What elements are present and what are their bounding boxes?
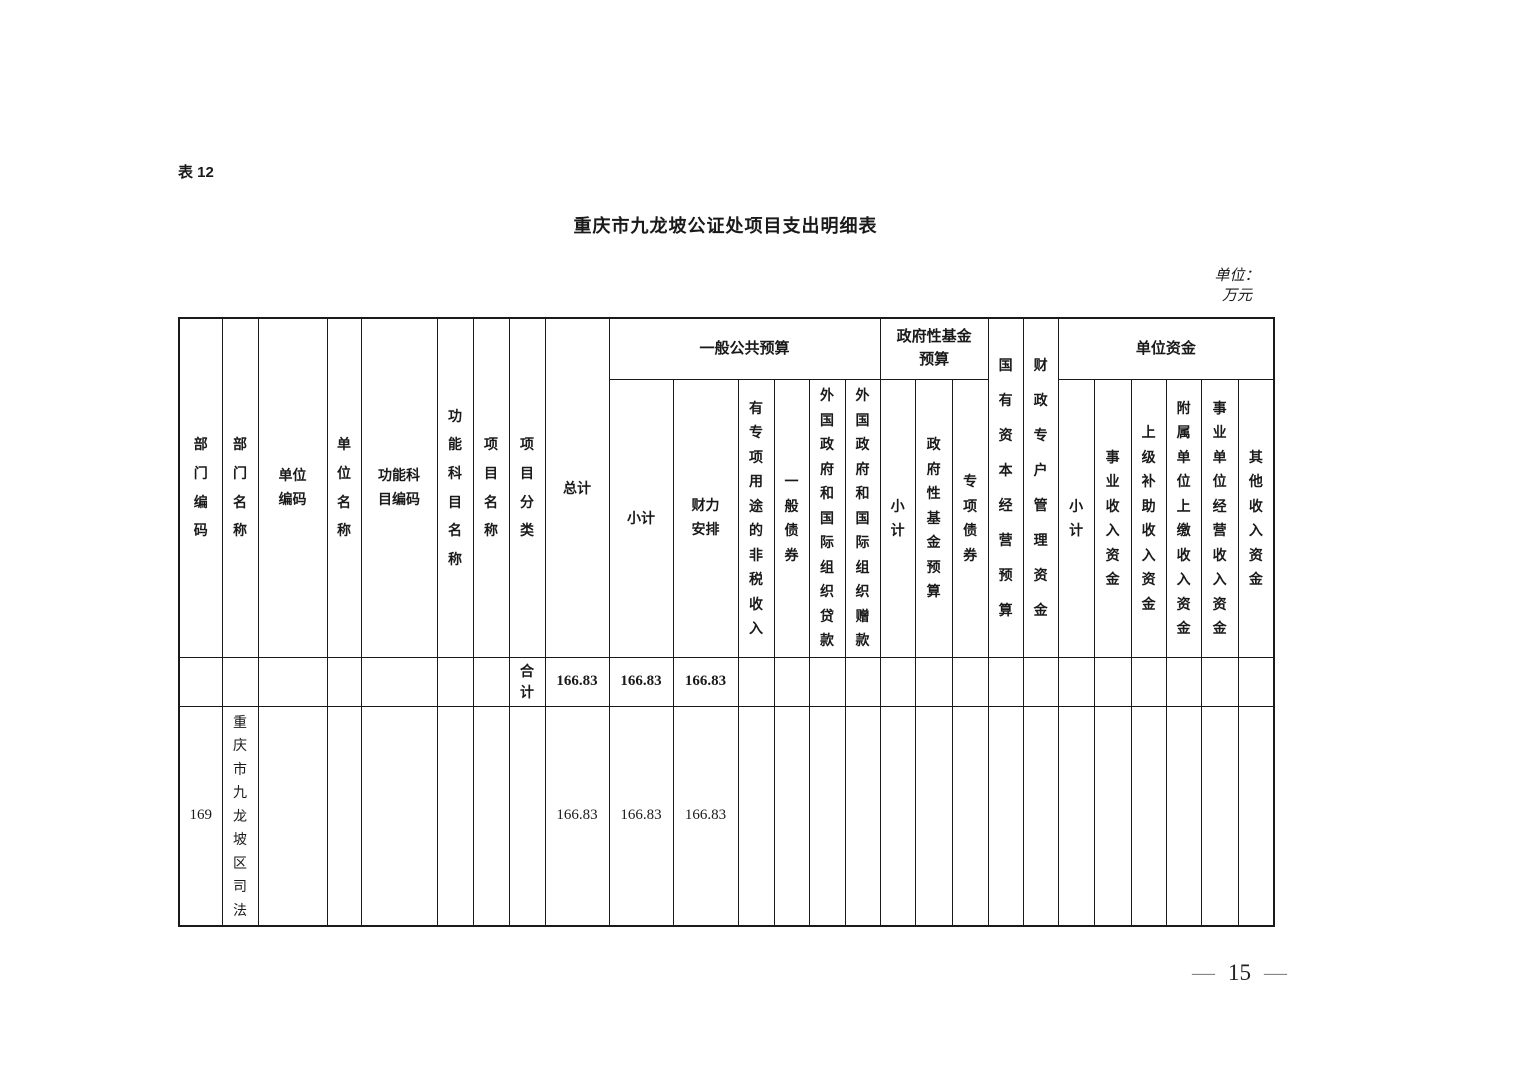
unit-label-line1: 单位： (1214, 268, 1260, 284)
header-group-government-fund-budget: 政府性基金预算 (879, 317, 989, 380)
header-department-code: 部门编码 (178, 317, 223, 658)
header-project-name: 项目名称 (472, 317, 510, 658)
cell-dept-grand-total: 166.83 (544, 705, 610, 927)
doc-title: 重庆市九龙坡公证处项目支出明细表 (573, 216, 878, 236)
empty-cell (360, 705, 438, 927)
empty-cell (844, 656, 881, 707)
empty-cell (436, 705, 474, 927)
empty-cell (472, 705, 510, 927)
header-gpb-special-nontax-income: 有专项用途的非税收入 (737, 378, 775, 658)
header-unit-name: 单位名称 (326, 317, 362, 658)
cell-dept-code: 169 (178, 705, 223, 927)
empty-cell (1130, 705, 1167, 927)
empty-cell (1022, 656, 1059, 707)
empty-cell (773, 705, 810, 927)
empty-cell (737, 705, 775, 927)
header-group-general-public-budget: 一般公共预算 (608, 317, 881, 380)
empty-cell (1093, 656, 1132, 707)
empty-cell (472, 656, 510, 707)
empty-cell (1165, 705, 1202, 927)
empty-cell (1057, 705, 1095, 927)
header-total: 总计 (544, 317, 610, 658)
header-uf-subtotal: 小计 (1057, 378, 1095, 658)
header-gfb-special-bonds: 专项债券 (951, 378, 989, 658)
header-department-name: 部门名称 (221, 317, 259, 658)
unit-label-line2: 万元 (1221, 288, 1252, 304)
empty-cell (221, 656, 259, 707)
empty-cell (1200, 705, 1239, 927)
header-unit-code: 单位编码 (257, 317, 328, 658)
budget-table: 部门编码 部门名称 单位编码 单位名称 功能科目编码 功能科目名称 项目名称 项… (178, 317, 1276, 927)
header-gpb-subtotal: 小计 (608, 378, 674, 658)
empty-cell (914, 705, 953, 927)
header-function-name: 功能科目名称 (436, 317, 474, 658)
empty-cell (1237, 705, 1275, 927)
empty-cell (360, 656, 438, 707)
header-gfb-subtotal: 小计 (879, 378, 916, 658)
cell-total-row-gpb-fiscal: 166.83 (672, 656, 739, 707)
empty-cell (1165, 656, 1202, 707)
empty-cell (1093, 705, 1132, 927)
cell-total-row-gpb-subtotal: 166.83 (608, 656, 674, 707)
header-uf-business-income: 事业收入资金 (1093, 378, 1132, 658)
table-row-dept-169: 169 重庆市九龙坡区司法 166.83 166.83 166.83 (178, 705, 1275, 927)
empty-cell (987, 656, 1024, 707)
empty-cell (773, 656, 810, 707)
empty-cell (951, 705, 989, 927)
cell-dept-gpb-fiscal: 166.83 (672, 705, 739, 927)
header-uf-affiliated-remittance: 附属单位上缴收入资金 (1165, 378, 1202, 658)
page-number-value: 15 (1228, 960, 1251, 985)
page-number: — 15 — (1192, 960, 1287, 986)
empty-cell (436, 656, 474, 707)
header-gpb-fiscal-arrangement: 财力安排 (672, 378, 739, 658)
cell-dept-name: 重庆市九龙坡区司法 (221, 705, 259, 927)
empty-cell (914, 656, 953, 707)
header-state-capital-budget: 国有资本经营预算 (987, 317, 1024, 658)
header-group-unit-funds: 单位资金 (1057, 317, 1275, 380)
empty-cell (178, 656, 223, 707)
header-function-code: 功能科目编码 (360, 317, 438, 658)
empty-cell (257, 705, 328, 927)
table-label: 表 12 (178, 164, 214, 181)
header-uf-other-income: 其他收入资金 (1237, 378, 1275, 658)
page-number-dash-left: — (1192, 960, 1215, 985)
empty-cell (879, 656, 916, 707)
cell-total-row-grand-total: 166.83 (544, 656, 610, 707)
empty-cell (808, 705, 846, 927)
empty-cell (508, 705, 546, 927)
header-uf-superior-subsidy: 上级补助收入资金 (1130, 378, 1167, 658)
empty-cell (951, 656, 989, 707)
header-project-class: 项目分类 (508, 317, 546, 658)
empty-cell (1057, 656, 1095, 707)
empty-cell (737, 656, 775, 707)
empty-cell (844, 705, 881, 927)
empty-cell (1130, 656, 1167, 707)
header-fiscal-special-account: 财政专户管理资金 (1022, 317, 1059, 658)
empty-cell (257, 656, 328, 707)
empty-cell (1237, 656, 1275, 707)
cell-total-row-label: 合计 (508, 656, 546, 707)
empty-cell (879, 705, 916, 927)
header-gfb-fund-budget: 政府性基金预算 (914, 378, 953, 658)
cell-dept-gpb-subtotal: 166.83 (608, 705, 674, 927)
unit-label: 单位： 万元 (1192, 266, 1282, 306)
empty-cell (326, 656, 362, 707)
page-number-dash-right: — (1264, 960, 1287, 985)
empty-cell (808, 656, 846, 707)
empty-cell (1022, 705, 1059, 927)
header-gpb-foreign-loans: 外国政府和国际组织贷款 (808, 378, 846, 658)
header-gpb-general-bonds: 一般债券 (773, 378, 810, 658)
empty-cell (987, 705, 1024, 927)
table-row-total: 合计 166.83 166.83 166.83 (178, 656, 1275, 707)
empty-cell (326, 705, 362, 927)
header-gpb-foreign-grants: 外国政府和国际组织赠款 (844, 378, 881, 658)
empty-cell (1200, 656, 1239, 707)
header-uf-operation-income: 事业单位经营收入资金 (1200, 378, 1239, 658)
